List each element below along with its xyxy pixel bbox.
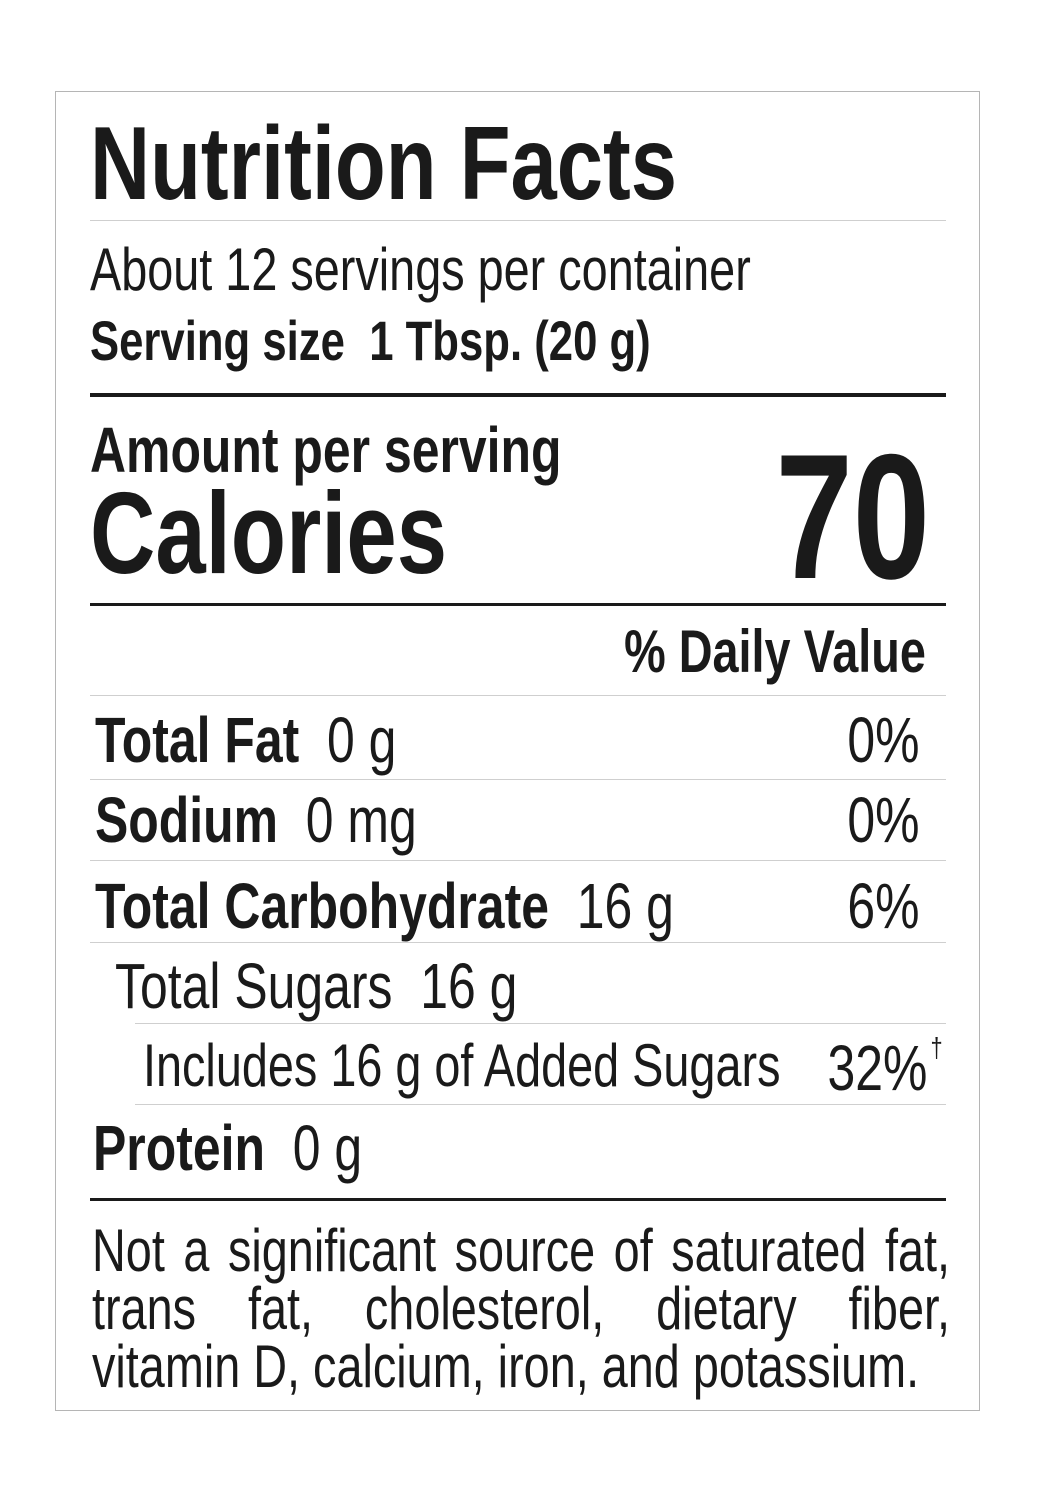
nutrient-dv: 0% (846, 704, 919, 776)
nutrient-dv: 32% † (828, 1034, 943, 1101)
nutrient-row: Total Sugars 16 g (115, 954, 517, 1018)
thick-divider (90, 393, 946, 397)
nutrient-row: Protein 0 g (93, 1116, 362, 1180)
nutrient-name: Sodium (95, 784, 279, 856)
nutrient-dv: 0% (846, 784, 919, 856)
nutrient-name: Total Sugars (115, 950, 393, 1022)
divider (90, 860, 946, 861)
divider (90, 695, 946, 696)
serving-size-value: 1 Tbsp. (20 g) (369, 309, 651, 372)
divider (90, 1198, 946, 1201)
servings: About 12 servings per container (90, 236, 751, 303)
nutrient-dv: 6% (846, 870, 919, 942)
daily-value-header: % Daily Value (624, 618, 926, 685)
divider (90, 603, 946, 606)
label-border (55, 91, 980, 1411)
calories-value: 70 (775, 417, 930, 616)
nutrient-amount: 0 g (327, 704, 397, 776)
nutrient-dv-value: 32% (827, 1032, 928, 1104)
nutrient-amount: 0 mg (305, 784, 417, 856)
nutrient-row: Total Fat 0 g (95, 708, 396, 772)
title: Nutrition Facts (90, 106, 678, 222)
footnote-mark: † (930, 1032, 943, 1063)
divider (135, 1023, 946, 1024)
nutrient-name: Total Fat (95, 704, 300, 776)
calories-label: Calories (90, 468, 448, 598)
nutrient-row: Total Carbohydrate 16 g (95, 874, 674, 938)
divider (90, 220, 946, 221)
nutrient-name: Includes 16 g of Added Sugars (143, 1032, 781, 1099)
serving-size-label: Serving size (90, 309, 345, 372)
footer-note: Not a significant source of saturated fa… (92, 1217, 950, 1400)
nutrient-amount: 16 g (420, 950, 518, 1022)
nutrient-name: Total Carbohydrate (95, 870, 549, 942)
nutrient-amount: 0 g (292, 1112, 363, 1184)
nutrient-name: Protein (93, 1112, 265, 1184)
divider (90, 779, 946, 780)
nutrient-row: Sodium 0 mg (95, 788, 417, 852)
divider (135, 1104, 946, 1105)
nutrient-amount: 16 g (576, 870, 674, 942)
serving-size: Serving size 1 Tbsp. (20 g) (90, 313, 651, 369)
amount-per-serving: Amount per serving (90, 414, 562, 486)
divider (90, 942, 946, 943)
